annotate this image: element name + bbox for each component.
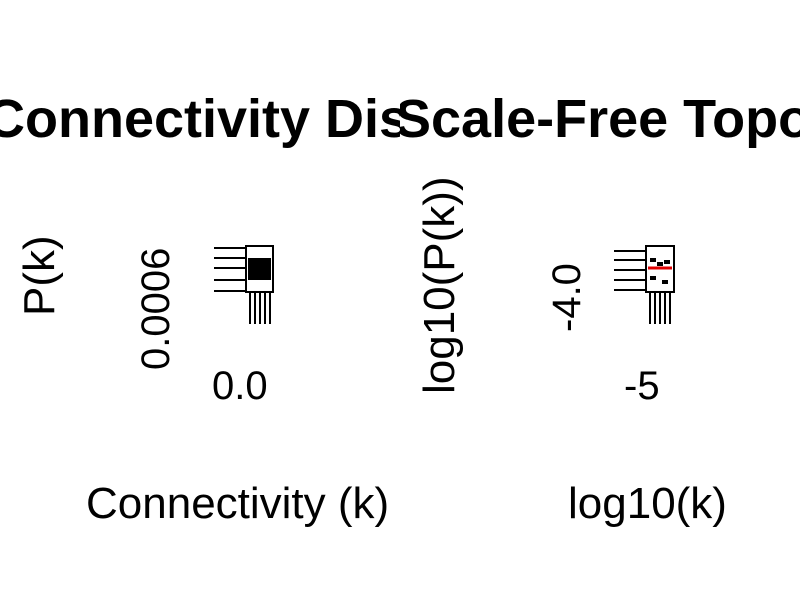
right-x-axis-ticks: [649, 292, 671, 324]
right-chart-title: Scale-Free Topology: [400, 89, 800, 149]
left-chart-panel: Connectivity Distribution P(k) 0.0006 0.…: [0, 89, 400, 528]
left-y-axis-ticks: [214, 247, 246, 292]
left-chart-title: Connectivity Distribution: [0, 89, 400, 149]
left-data-points: [248, 258, 271, 280]
left-x-axis-ticks: [249, 292, 271, 324]
left-x-tick-label: 0.0: [212, 364, 268, 408]
right-data-points: [650, 258, 670, 284]
right-x-axis-label: log10(k): [568, 479, 727, 528]
right-plot-area: [614, 245, 675, 324]
right-chart-panel: Scale-Free Topology log10(P(k)) -4.0 -5 …: [400, 0, 800, 600]
right-x-tick-label: -5: [624, 364, 660, 408]
right-y-axis-ticks: [614, 250, 646, 291]
left-x-axis-label: Connectivity (k): [86, 479, 390, 528]
left-plot-area: [214, 245, 274, 324]
